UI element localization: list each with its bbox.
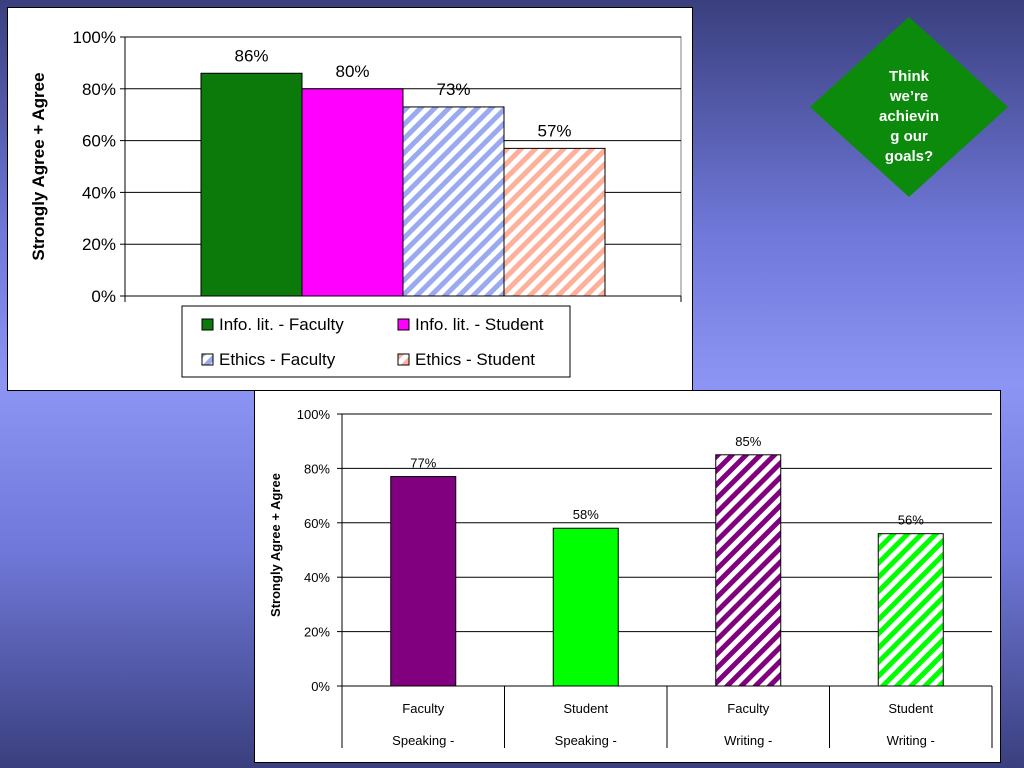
chart-1-y-tick-label: 80%: [82, 80, 116, 99]
chart-1-data-label: 57%: [537, 121, 571, 140]
chart-1-y-tick-label: 100%: [73, 28, 116, 47]
chart-2-y-tick-label: 100%: [297, 407, 331, 422]
chart-1-data-label: 80%: [335, 62, 369, 81]
diamond-polygon: [810, 17, 1008, 197]
chart-1-data-label: 73%: [436, 80, 470, 99]
chart-1-legend-label: Ethics - Student: [415, 350, 535, 369]
chart-2-svg: 0% 20% 40% 60% 80% 100% Strongly Agree + Agree…: [268, 407, 993, 748]
chart-2-bar: [552, 527, 619, 687]
chart-2-category-group-label: Speaking -: [392, 733, 454, 748]
chart-2-bar: [390, 476, 457, 687]
diamond-shape: [810, 17, 1008, 197]
chart-2-category-group-label: Speaking -: [555, 733, 617, 748]
chart-2-y-axis-label: Strongly Agree + Agree: [268, 473, 283, 617]
chart-2-data-label: 58%: [573, 507, 599, 522]
chart-1-legend-swatch: [397, 318, 410, 331]
chart-1-data-label: 86%: [234, 46, 268, 65]
chart-1-legend-label: Ethics - Faculty: [219, 350, 336, 369]
chart-1-legend-swatch: [397, 353, 410, 366]
chart-1-y-tick-label: 0%: [91, 287, 116, 306]
chart-2-category-group-label: Writing -: [887, 733, 935, 748]
chart-1-legend-swatch: [201, 318, 214, 331]
chart-1-y-tick-label: 60%: [82, 132, 116, 151]
chart-1-y-tick-label: 20%: [82, 235, 116, 254]
chart-2-category-label: Faculty: [402, 701, 444, 716]
chart-1-legend-swatch: [201, 353, 214, 366]
chart-1-bar: [301, 88, 404, 297]
chart-1-legend: [181, 305, 571, 378]
chart-2-bar: [715, 454, 782, 687]
chart-2-data-label: 56%: [898, 513, 924, 528]
chart-1-y-axis-label: Strongly Agree + Agree: [29, 72, 48, 260]
chart-2-category-label: Student: [888, 701, 933, 716]
chart-1-bar: [503, 147, 606, 297]
chart-1-y-tick-label: 40%: [82, 183, 116, 202]
chart-1-legend-label: Info. lit. - Student: [415, 315, 544, 334]
chart-2-y-tick-label: 0%: [311, 679, 330, 694]
chart-1-legend-label: Info. lit. - Faculty: [219, 315, 344, 334]
chart-2-y-tick-label: 20%: [304, 625, 330, 640]
chart-1-bar: [402, 106, 505, 297]
chart-2-data-label: 85%: [735, 434, 761, 449]
callout-diamond: Think we’re achievin g our goals?: [810, 17, 1008, 197]
chart-2-category-group-label: Writing -: [724, 733, 772, 748]
chart-2-y-tick-label: 40%: [304, 570, 330, 585]
chart-panel-speaking-writing: 0% 20% 40% 60% 80% 100% Strongly Agree + Agree…: [254, 390, 1001, 763]
chart-1-svg: 0% 20% 40% 60% 80% 100% Strongly Agree + Agree…: [29, 28, 682, 378]
chart-2-y-tick-label: 80%: [304, 461, 330, 476]
chart-2-category-label: Student: [563, 701, 608, 716]
chart-2-data-label: 77%: [410, 456, 436, 471]
chart-2-category-label: Faculty: [727, 701, 769, 716]
chart-panel-information-literacy-ethics: 0% 20% 40% 60% 80% 100% Strongly Agree + Agree…: [7, 7, 693, 391]
chart-2-bar: [877, 533, 944, 687]
callout-text: Think we’re achievin g our goals?: [878, 68, 940, 165]
chart-1-bar: [200, 72, 303, 297]
chart-2-y-tick-label: 60%: [304, 516, 330, 531]
